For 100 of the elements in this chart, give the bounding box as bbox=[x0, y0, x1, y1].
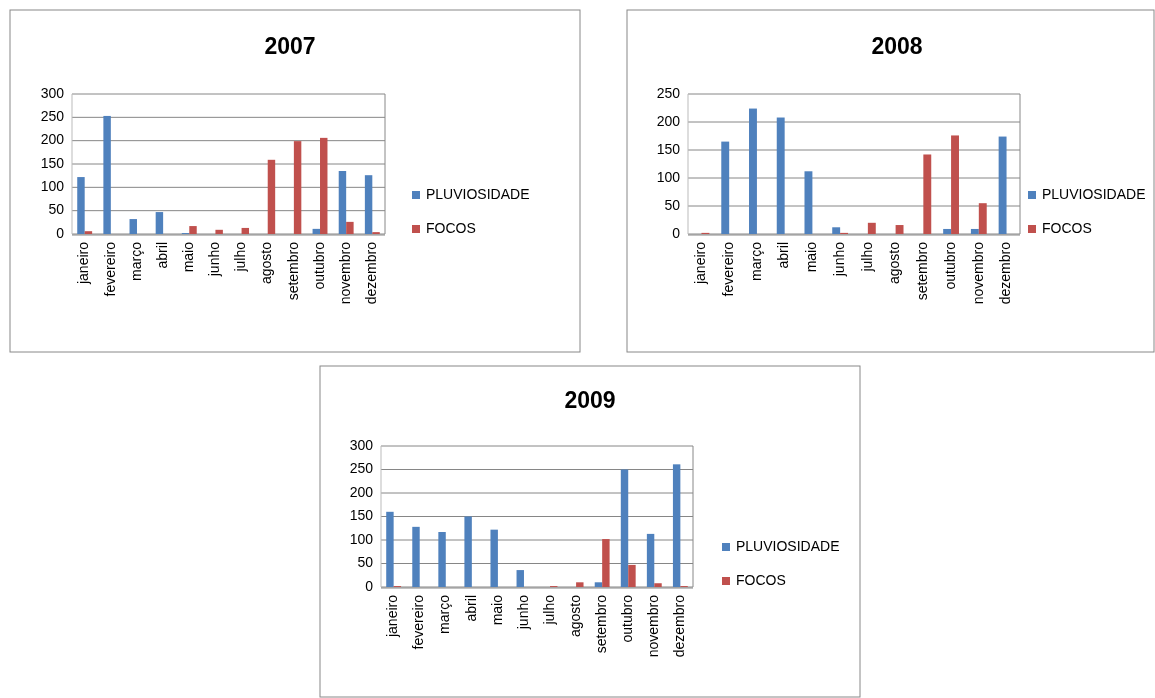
x-tick-label: julho bbox=[858, 241, 875, 273]
x-tick-label: maio bbox=[803, 241, 820, 273]
x-tick-label: outubro bbox=[941, 241, 958, 290]
x-tick-label: fevereiro bbox=[410, 594, 427, 650]
x-tick-label: abril bbox=[153, 242, 170, 269]
y-tick-label: 150 bbox=[40, 154, 65, 171]
bar bbox=[654, 583, 662, 587]
y-tick-label: 200 bbox=[656, 112, 681, 129]
x-tick-label: setembro bbox=[592, 594, 609, 654]
x-tick-label: fevereiro bbox=[101, 241, 118, 297]
x-tick-label: março bbox=[436, 594, 453, 634]
bar bbox=[129, 219, 137, 234]
bar bbox=[338, 171, 347, 234]
bar bbox=[594, 582, 603, 587]
bar bbox=[346, 221, 354, 234]
bar bbox=[628, 564, 636, 587]
x-tick-label: dezembro bbox=[997, 241, 1014, 305]
bar bbox=[970, 228, 979, 234]
y-tick-label: 150 bbox=[349, 507, 374, 524]
x-tick-label: março bbox=[127, 241, 144, 281]
bar bbox=[895, 225, 904, 234]
bar bbox=[84, 231, 93, 234]
x-tick-label: fevereiro bbox=[719, 241, 736, 297]
bar bbox=[943, 228, 952, 234]
x-tick-label: junho bbox=[514, 594, 531, 631]
x-tick-label: maio bbox=[179, 241, 196, 273]
bar bbox=[189, 226, 197, 234]
y-tick-label: 0 bbox=[672, 224, 681, 241]
bar bbox=[267, 159, 276, 234]
legend-label: PLUVIOSIDADE bbox=[426, 185, 530, 202]
y-tick-label: 300 bbox=[349, 436, 374, 453]
x-tick-label: setembro bbox=[284, 241, 301, 301]
y-tick-label: 50 bbox=[357, 554, 374, 571]
y-tick-label: 0 bbox=[365, 577, 374, 594]
bar bbox=[923, 154, 932, 234]
x-tick-label: novembro bbox=[336, 241, 353, 305]
y-tick-label: 100 bbox=[40, 178, 65, 195]
bar bbox=[438, 532, 446, 587]
x-tick-label: setembro bbox=[914, 241, 931, 301]
bar bbox=[672, 464, 681, 587]
x-tick-label: abril bbox=[462, 595, 479, 622]
y-tick-label: 50 bbox=[48, 201, 65, 218]
y-tick-label: 200 bbox=[349, 483, 374, 500]
bar bbox=[998, 136, 1007, 234]
bar bbox=[215, 229, 223, 234]
bar bbox=[620, 469, 629, 587]
bar bbox=[464, 516, 472, 587]
x-tick-label: dezembro bbox=[363, 241, 380, 305]
bar bbox=[749, 108, 757, 234]
bar bbox=[155, 212, 164, 234]
bar bbox=[951, 135, 959, 234]
x-tick-label: agosto bbox=[258, 241, 275, 285]
y-tick-label: 300 bbox=[40, 84, 65, 101]
bar bbox=[386, 511, 394, 587]
y-tick-label: 200 bbox=[40, 131, 65, 148]
y-tick-label: 250 bbox=[349, 460, 374, 477]
bar bbox=[832, 227, 841, 234]
x-tick-label: agosto bbox=[886, 241, 903, 285]
bar bbox=[364, 175, 373, 234]
bar bbox=[241, 227, 250, 234]
bar bbox=[978, 203, 987, 234]
chart-title: 2009 bbox=[564, 387, 616, 414]
x-tick-label: dezembro bbox=[671, 594, 688, 658]
bar bbox=[412, 526, 420, 587]
y-tick-label: 250 bbox=[40, 108, 65, 125]
y-tick-label: 100 bbox=[349, 530, 374, 547]
y-tick-label: 100 bbox=[656, 168, 681, 185]
x-tick-label: junho bbox=[830, 241, 847, 278]
x-tick-label: outubro bbox=[618, 594, 635, 643]
bar bbox=[804, 171, 813, 234]
y-tick-label: 0 bbox=[56, 224, 65, 241]
bar bbox=[77, 177, 85, 234]
x-tick-label: outubro bbox=[310, 241, 327, 290]
legend-label: FOCOS bbox=[1042, 219, 1092, 236]
legend-label: FOCOS bbox=[426, 219, 476, 236]
x-tick-label: abril bbox=[775, 242, 792, 269]
x-tick-label: janeiro bbox=[75, 241, 92, 286]
x-tick-label: agosto bbox=[566, 594, 583, 638]
legend-label: FOCOS bbox=[736, 571, 786, 588]
x-tick-label: julho bbox=[232, 241, 249, 273]
x-tick-label: março bbox=[747, 241, 764, 281]
bar bbox=[576, 582, 584, 587]
bar bbox=[646, 533, 655, 587]
bar bbox=[293, 141, 302, 234]
x-tick-label: julho bbox=[540, 594, 557, 626]
bar bbox=[867, 222, 876, 234]
bar bbox=[103, 115, 111, 234]
x-tick-label: novembro bbox=[645, 594, 661, 658]
y-tick-label: 50 bbox=[664, 196, 681, 213]
bar bbox=[602, 539, 610, 587]
x-tick-label: janeiro bbox=[384, 594, 401, 639]
bar bbox=[721, 141, 730, 234]
bar bbox=[320, 137, 328, 234]
chart-title: 2007 bbox=[264, 33, 316, 60]
bar bbox=[312, 228, 321, 234]
x-tick-label: junho bbox=[206, 241, 223, 278]
legend-label: PLUVIOSIDADE bbox=[736, 537, 840, 554]
y-tick-label: 150 bbox=[656, 140, 681, 157]
bar bbox=[516, 570, 524, 587]
x-tick-label: janeiro bbox=[692, 241, 709, 286]
